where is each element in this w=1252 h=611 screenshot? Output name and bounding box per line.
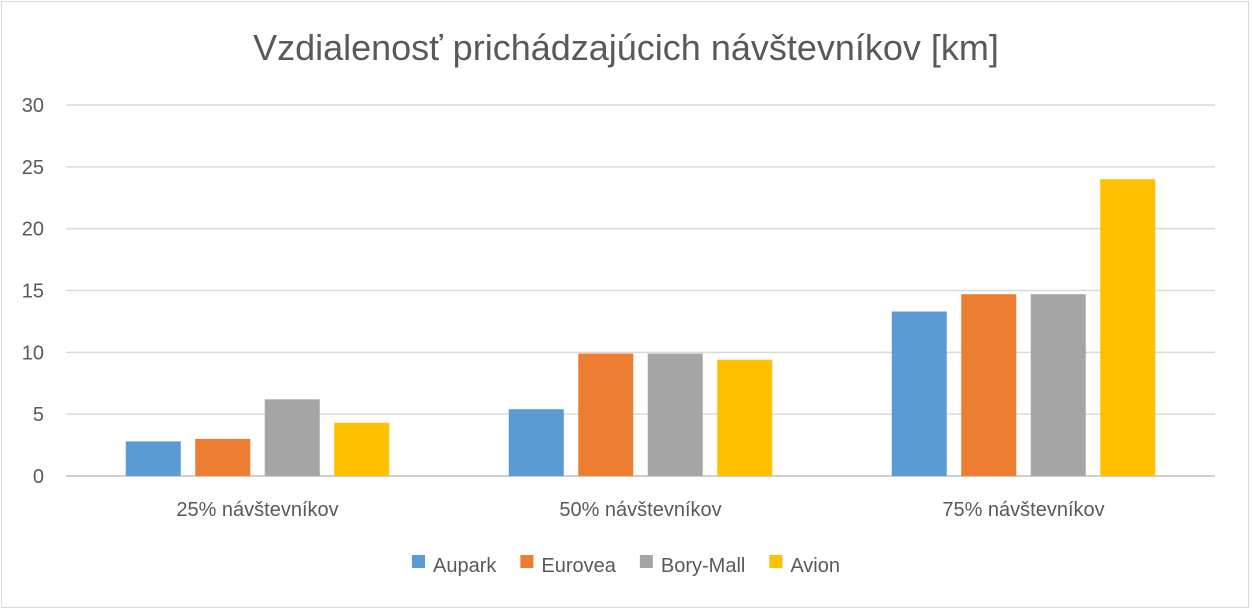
bar-aupark-1 xyxy=(125,441,181,476)
legend-item-bory-mall: Bory-Mall xyxy=(639,555,745,577)
legend-swatch xyxy=(769,555,783,568)
legend: Aupark Eurovea Bory-Mall Avion xyxy=(412,555,840,577)
bar-bory-mall-3 xyxy=(1030,294,1086,476)
y-tick-label: 10 xyxy=(22,342,44,364)
y-tick-label: 20 xyxy=(22,219,44,241)
legend-swatch xyxy=(639,555,653,568)
y-tick-label: 30 xyxy=(22,95,44,117)
bar-eurovea-1 xyxy=(195,438,251,476)
bar-avion-3 xyxy=(1100,179,1156,476)
x-tick-label: 75% návštevníkov xyxy=(942,499,1104,521)
bar-aupark-3 xyxy=(891,311,947,476)
legend-swatch xyxy=(412,555,425,568)
bar-avion-2 xyxy=(717,359,773,476)
x-tick-label: 50% návštevníkov xyxy=(559,499,721,521)
legend-label: Aupark xyxy=(433,555,497,577)
y-axis-ticks: 0 5 10 15 20 25 30 xyxy=(22,95,44,488)
legend-label: Avion xyxy=(790,555,840,577)
bar-eurovea-2 xyxy=(578,353,634,476)
x-axis-ticks: 25% návštevníkov 50% návštevníkov 75% návš… xyxy=(176,499,1104,521)
legend-label: Bory-Mall xyxy=(661,555,745,577)
chart-title: Vzdialenosť prichádzajúcich návštevníkov… xyxy=(253,27,999,68)
bars xyxy=(125,179,1156,476)
gridlines xyxy=(66,104,1215,477)
bar-eurovea-3 xyxy=(961,294,1017,476)
bar-bory-mall-1 xyxy=(264,399,320,476)
legend-item-avion: Avion xyxy=(769,555,840,577)
legend-label: Eurovea xyxy=(541,555,616,577)
x-tick-label: 25% návštevníkov xyxy=(176,499,338,521)
bar-aupark-2 xyxy=(508,409,564,476)
y-tick-label: 15 xyxy=(22,281,44,303)
legend-item-eurovea: Eurovea xyxy=(520,555,617,577)
legend-item-aupark: Aupark xyxy=(412,555,497,577)
y-tick-label: 5 xyxy=(33,404,44,426)
legend-swatch xyxy=(520,555,534,568)
bar-avion-1 xyxy=(334,422,390,476)
y-tick-label: 0 xyxy=(33,466,44,488)
y-tick-label: 25 xyxy=(22,157,44,179)
bar-bory-mall-2 xyxy=(647,353,703,476)
